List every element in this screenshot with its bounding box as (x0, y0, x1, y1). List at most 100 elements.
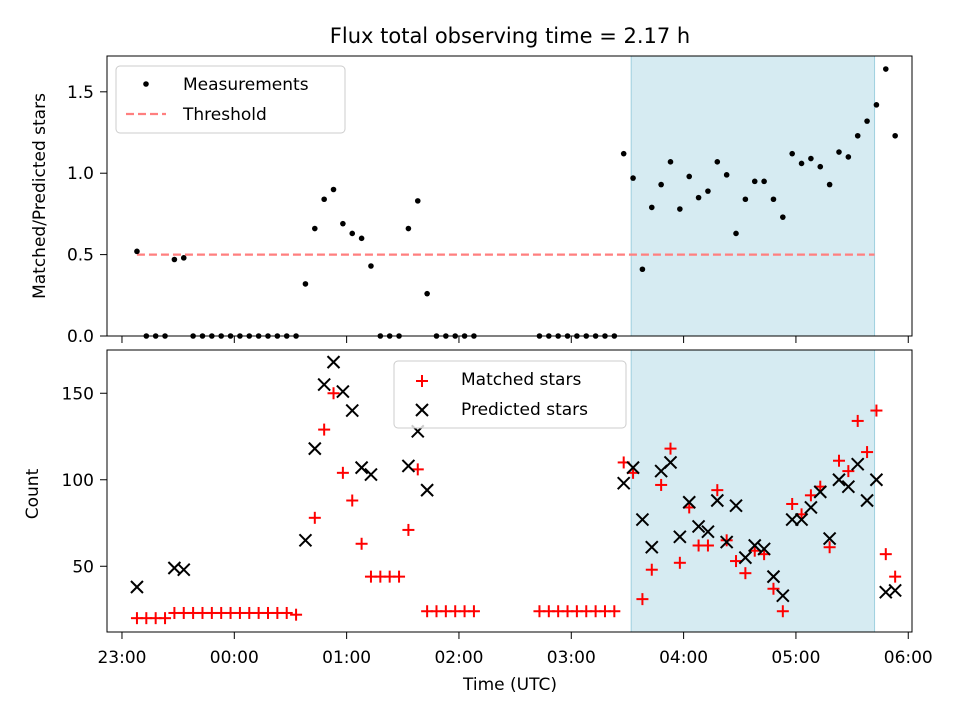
measurement-point (667, 159, 674, 165)
predicted-star-point (336, 384, 350, 399)
measurement-point (312, 225, 318, 232)
matched-star-point (159, 612, 172, 625)
top-y-tick-label: 0.5 (67, 246, 94, 266)
predicted-star-point (177, 563, 191, 577)
measurement-point (302, 281, 309, 287)
measurement-point (171, 256, 178, 263)
legend-threshold-label: Threshold (182, 105, 267, 125)
predicted-star-point (635, 512, 650, 527)
top-y-axis-label: Matched/Predicted stars (30, 93, 50, 299)
predicted-star-point (354, 460, 369, 475)
measurement-point (761, 178, 767, 185)
legend-predicted-label: Predicted stars (461, 400, 588, 420)
predicted-star-point (645, 540, 659, 554)
predicted-star-point (757, 542, 771, 556)
top-legend: Measurements Threshold (115, 65, 346, 134)
matched-star-point (832, 454, 845, 467)
measurement-point (330, 186, 337, 193)
bottom-axes: 50 100 150 23:00 00:00 01:00 02:00 03:00 04:00 0… (23, 349, 933, 695)
measurement-point (714, 159, 721, 165)
bottom-y-tick-label: 100 (62, 471, 94, 491)
measurement-point (677, 206, 683, 212)
bottom-axes-frame (106, 349, 913, 633)
bottom-legend: Matched stars Predicted stars (393, 360, 627, 429)
predicted-star-point (738, 550, 753, 565)
predicted-star-point (851, 457, 865, 471)
x-tick-label: 03:00 (547, 648, 596, 668)
matched-star-point (290, 608, 303, 621)
measurement-point (780, 214, 786, 220)
measurement-point (134, 248, 140, 255)
measurement-point (695, 194, 702, 201)
measurement-point (358, 235, 365, 242)
matched-star-point (861, 446, 874, 459)
x-tick-label: 06:00 (884, 648, 933, 668)
predicted-star-point (860, 493, 874, 508)
measurement-point (368, 263, 374, 269)
matched-star-point (402, 523, 415, 536)
measurement-point (686, 173, 693, 180)
predicted-star-point (682, 495, 696, 509)
measurement-point (770, 196, 777, 203)
predicted-star-point (298, 533, 313, 548)
measurement-point (405, 225, 412, 232)
matched-star-point (467, 605, 480, 618)
chart-title: Flux total observing time = 2.17 h (330, 24, 690, 48)
measurement-point (845, 154, 852, 160)
matched-star-point (608, 605, 621, 618)
predicted-star-point (364, 467, 378, 482)
measurement-point (854, 132, 861, 139)
measurement-point (630, 175, 636, 181)
matched-star-point (280, 606, 293, 619)
matched-star-point (346, 494, 359, 507)
predicted-star-point (729, 498, 743, 513)
measurement-point (789, 150, 795, 157)
matched-star-point (655, 478, 668, 491)
predicted-star-point (822, 531, 837, 546)
predicted-star-point (130, 580, 144, 594)
predicted-star-point (813, 485, 827, 499)
x-tick-label: 05:00 (771, 648, 820, 668)
measurement-point (648, 204, 655, 211)
matched-star-point (308, 511, 321, 524)
matched-star-point (842, 465, 855, 478)
measurement-point (639, 266, 646, 273)
matched-star-point (889, 570, 902, 583)
bottom-y-tick-label: 150 (62, 384, 94, 404)
matched-star-point (823, 541, 836, 554)
matched-star-point (393, 570, 406, 583)
legend-measurements-label: Measurements (183, 75, 309, 95)
x-tick-label: 02:00 (434, 648, 483, 668)
legend-measurements-marker (143, 81, 149, 87)
measurement-point (808, 155, 814, 162)
top-y-tick-label: 1.0 (67, 164, 94, 184)
predicted-star-point (748, 538, 762, 553)
measurement-point (340, 220, 346, 227)
top-y-tick-label: 1.5 (67, 83, 94, 103)
top-highlight-span (630, 55, 876, 337)
predicted-star-point (616, 476, 631, 490)
matched-star-point (720, 534, 733, 547)
matched-star-point (411, 463, 424, 476)
predicted-star-point (673, 530, 687, 544)
predicted-star-point (832, 473, 846, 487)
x-tick-label: 00:00 (210, 648, 259, 668)
predicted-star-point (420, 483, 434, 497)
measurement-point (705, 188, 711, 194)
predicted-star-point (794, 512, 809, 527)
bottom-highlight-span (630, 349, 876, 633)
measurement-point (733, 230, 739, 237)
predicted-star-point (345, 403, 359, 418)
measurement-point (826, 181, 833, 188)
predicted-star-point (317, 377, 331, 392)
matched-star-point (767, 582, 780, 595)
predicted-star-point (308, 441, 322, 456)
matched-star-point (701, 539, 714, 552)
predicted-star-point (888, 583, 902, 598)
predicted-star-point (701, 524, 715, 539)
predicted-star-point (710, 493, 725, 508)
matched-star-point (786, 497, 799, 510)
measurement-point (414, 198, 421, 204)
matched-star-point (730, 555, 743, 568)
